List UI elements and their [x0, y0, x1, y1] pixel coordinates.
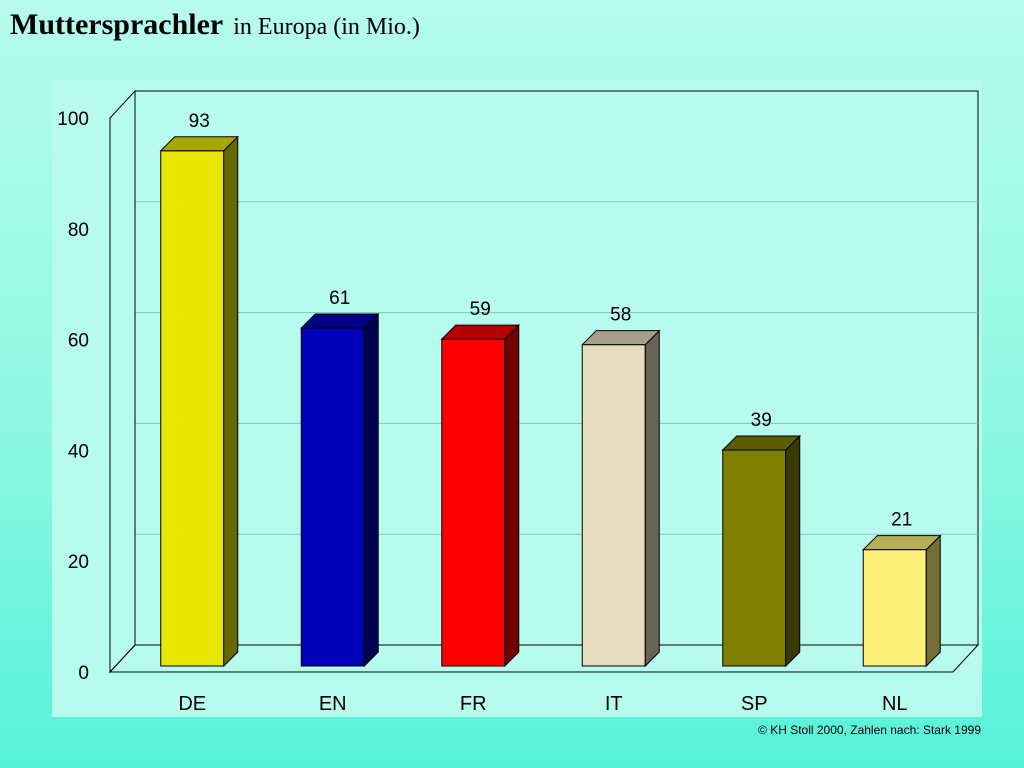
- bar-chart: 0 20 40 60 80 100 93 DE 61 EN 59 FR 58 IT 39 SP 21 NL: [52, 80, 982, 717]
- bar-top-nl: [862, 535, 942, 551]
- bar-top-fr: [440, 324, 520, 340]
- data-label: 61: [329, 288, 350, 309]
- bar-side-sp: [785, 434, 801, 668]
- x-tick-label: NL: [882, 693, 908, 715]
- bar-sp: [722, 449, 787, 667]
- data-label: 39: [751, 410, 772, 431]
- chart-title-block: Muttersprachler in Europa (in Mio.): [10, 8, 420, 42]
- bar-side-nl: [925, 534, 941, 668]
- data-label: 93: [189, 111, 210, 132]
- x-tick-label: EN: [319, 693, 347, 715]
- bar-top-it: [581, 330, 661, 346]
- bar-top-sp: [721, 435, 801, 451]
- bar-side-de: [223, 135, 239, 668]
- chart-floor: [108, 644, 980, 673]
- bar-nl: [862, 549, 927, 667]
- x-tick-label: FR: [460, 693, 487, 715]
- bar-fr: [441, 338, 506, 667]
- data-label: 58: [610, 305, 631, 326]
- bar-side-fr: [504, 323, 520, 668]
- y-tick-label: 40: [68, 441, 89, 462]
- chart-title: Muttersprachler: [10, 8, 224, 41]
- x-tick-label: DE: [178, 693, 206, 715]
- bar-it: [581, 344, 646, 667]
- bar-top-en: [300, 313, 380, 329]
- y-tick-label: 100: [57, 109, 89, 130]
- chart-panel: 0 20 40 60 80 100 93 DE 61 EN 59 FR 58 IT 39 SP 21 NL: [52, 80, 982, 717]
- bar-de: [160, 150, 225, 667]
- y-tick-label: 60: [68, 331, 89, 352]
- y-tick-label: 80: [68, 220, 89, 241]
- bar-side-en: [363, 312, 379, 668]
- source-credit: © KH Stoll 2000, Zahlen nach: Stark 1999: [758, 723, 981, 737]
- x-tick-label: IT: [605, 693, 623, 715]
- bar-top-de: [159, 136, 239, 152]
- bar-side-it: [644, 329, 660, 668]
- data-label: 21: [891, 510, 912, 531]
- data-label: 59: [470, 299, 491, 320]
- bar-en: [300, 327, 365, 667]
- y-tick-label: 0: [78, 663, 89, 684]
- x-tick-label: SP: [741, 693, 768, 715]
- chart-subtitle: in Europa (in Mio.): [233, 14, 420, 40]
- y-tick-label: 20: [68, 552, 89, 573]
